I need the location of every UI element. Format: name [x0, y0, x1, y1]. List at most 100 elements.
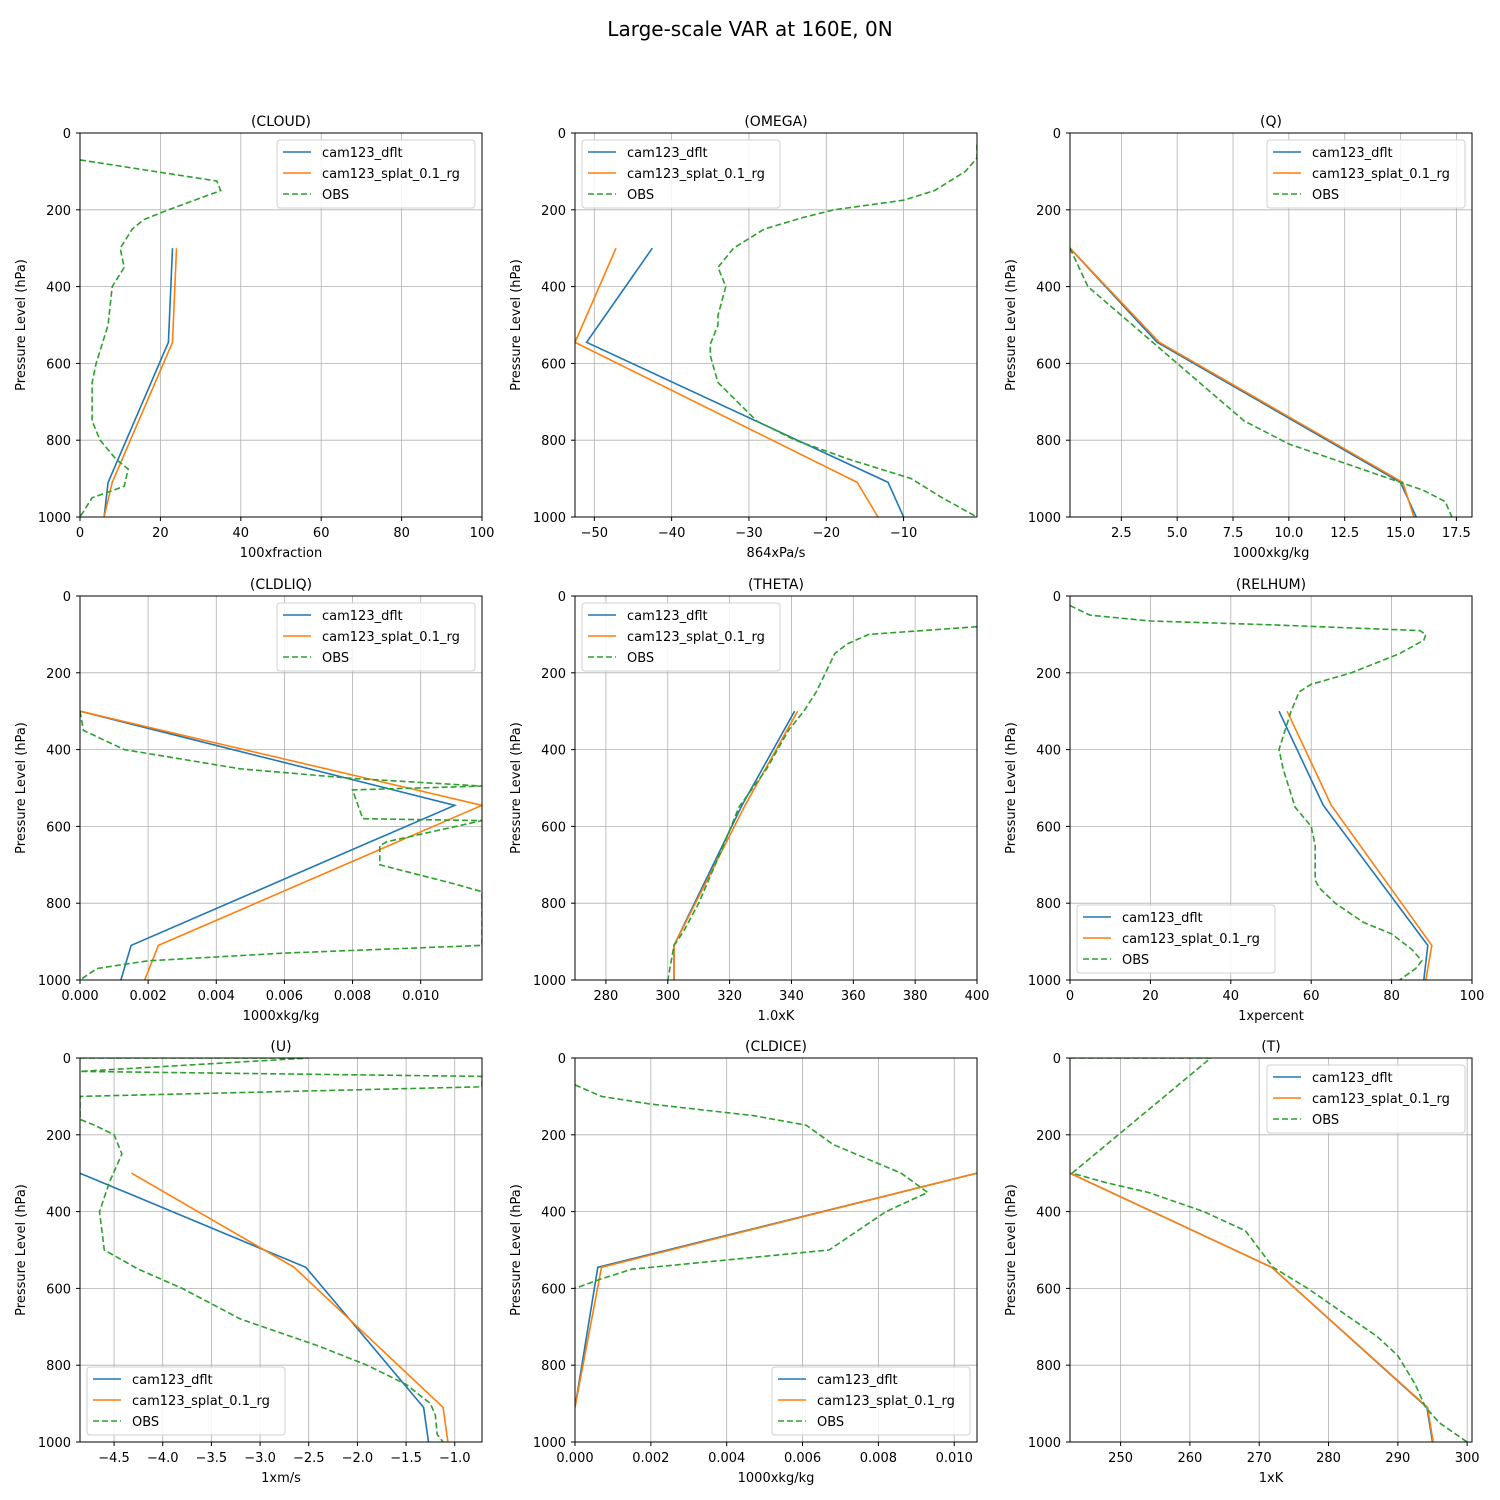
x-tick-label: 20	[152, 526, 169, 541]
subplot-theta: 280 300 320 340 360 380 400 0 200 400 600 800 1000 (T…	[509, 577, 989, 1024]
legend-label: cam123_splat_0.1_rg	[132, 1394, 270, 1409]
y-tick-label: 800	[46, 434, 71, 449]
y-tick-label: 600	[1036, 357, 1061, 372]
x-tick-label: 0.002	[130, 989, 167, 1004]
plot-frame	[574, 595, 978, 981]
x-axis-label: 1xpercent	[1238, 1009, 1304, 1024]
plot-frame	[79, 595, 483, 981]
subplot-relhum: 0 20 40 60 80 10002004006008001000(RELHUM)1xp…	[1004, 577, 1484, 1024]
x-tick-label: 0.010	[402, 989, 439, 1004]
subplot-cldliq: 0.000 0.002 0.004 0.006 0.008 0.010 0 200 400 600…	[14, 577, 483, 1024]
x-tick-label: 100	[470, 526, 495, 541]
x-tick-label: 360	[841, 989, 866, 1004]
y-axis-label: Pressure Level (hPa)	[14, 1184, 29, 1316]
legend-label: OBS	[1312, 1113, 1339, 1128]
x-axis-label: 864xPa/s	[747, 546, 806, 561]
legend: cam123_dflt cam123_splat_0.1_rg OBS	[86, 1366, 286, 1436]
series-line-OBS	[80, 159, 222, 517]
subplot-cloud: 0 20 40 60 80 10002004006008001000(CLOUD)100x…	[14, 114, 494, 561]
y-tick-label: 1000	[38, 511, 71, 526]
x-tick-label: 400	[965, 989, 990, 1004]
subplot-title: (RELHUM)	[1236, 577, 1306, 593]
y-tick-label: 200	[541, 667, 566, 682]
legend-box	[86, 1366, 286, 1436]
legend-label: cam123_splat_0.1_rg	[1122, 932, 1260, 947]
x-tick-label: 60	[313, 526, 330, 541]
x-tick-label: −1.5	[390, 1451, 422, 1466]
y-tick-label: 800	[541, 1359, 566, 1374]
legend-label: cam123_splat_0.1_rg	[817, 1394, 955, 1409]
subplot-title: (T)	[1261, 1039, 1280, 1055]
x-axis-label: 100xfraction	[240, 546, 322, 561]
legend: cam123_dflt cam123_splat_0.1_rg OBS	[276, 602, 476, 672]
plot-frame	[574, 132, 978, 518]
legend-label: cam123_dflt	[627, 609, 708, 624]
legend-label: OBS	[1312, 188, 1339, 203]
series-line-OBS	[1070, 1058, 1468, 1442]
x-tick-label: 0	[76, 526, 84, 541]
y-axis-label: Pressure Level (hPa)	[509, 722, 524, 854]
subplot-q: 2.5 5.0 7.5 10.0 12.5 15.0 17.5 0 200 400 600 800 10…	[1004, 114, 1473, 561]
x-tick-label: 0.008	[334, 989, 371, 1004]
y-tick-label: 0	[1053, 590, 1061, 605]
legend-box	[1266, 1064, 1466, 1134]
y-tick-label: 200	[1036, 204, 1061, 219]
y-tick-label: 600	[1036, 1282, 1061, 1297]
x-tick-label: 0	[1066, 989, 1074, 1004]
subplot-cldice: 0.000 0.002 0.004 0.006 0.008 0.010 0 200 400 600…	[509, 1039, 978, 1486]
legend-box	[771, 1366, 971, 1436]
y-tick-label: 200	[46, 1129, 71, 1144]
series-line-cam123_dflt	[585, 247, 905, 517]
legend-label: cam123_dflt	[1312, 1071, 1393, 1086]
series-line-cam123_dflt	[1278, 710, 1429, 980]
subplot-title: (OMEGA)	[744, 114, 807, 130]
y-tick-label: 0	[63, 1052, 71, 1067]
x-tick-label: −1.0	[439, 1451, 471, 1466]
x-tick-label: 60	[1303, 989, 1320, 1004]
legend-label: cam123_dflt	[132, 1373, 213, 1388]
x-tick-label: 0.002	[632, 1451, 669, 1466]
x-tick-label: 340	[779, 989, 804, 1004]
series-line-cam123_splat_0.1_rg	[1070, 1172, 1434, 1442]
y-tick-label: 0	[63, 590, 71, 605]
y-tick-label: 600	[46, 1282, 71, 1297]
series-line-OBS	[80, 711, 482, 980]
series-line-cam123_splat_0.1_rg	[575, 1172, 977, 1408]
x-tick-label: 0.008	[860, 1451, 897, 1466]
legend-label: OBS	[627, 188, 654, 203]
x-tick-label: 0.004	[708, 1451, 745, 1466]
y-tick-label: 800	[1036, 434, 1061, 449]
x-tick-label: 80	[393, 526, 410, 541]
y-tick-label: 600	[46, 820, 71, 835]
legend-label: OBS	[132, 1415, 159, 1430]
x-tick-label: 0.006	[266, 989, 303, 1004]
y-axis-label: Pressure Level (hPa)	[1004, 722, 1019, 854]
legend-label: cam123_dflt	[322, 146, 403, 161]
y-tick-label: 400	[46, 1206, 71, 1221]
x-tick-label: −2.0	[342, 1451, 374, 1466]
subplot-u: −4.5 −4.0 −3.5 −3.0 −2.5 −2.0 −1.5 −1.0 0 200 400 6…	[14, 1039, 483, 1486]
subplot-grid: 0 20 40 60 80 10002004006008001000(CLOUD)100x…	[14, 114, 1484, 1486]
plot-frame	[79, 132, 483, 518]
x-tick-label: −20	[813, 526, 840, 541]
x-tick-label: −10	[890, 526, 917, 541]
y-tick-label: 600	[541, 357, 566, 372]
y-axis-label: Pressure Level (hPa)	[14, 722, 29, 854]
x-tick-label: −2.5	[293, 1451, 325, 1466]
series-line-OBS	[575, 1084, 930, 1290]
subplot-omega: −50 −40 −30 −20 −10 0 200 400 600 800 1000 (OMEGA) 8…	[509, 114, 978, 561]
series-line-cam123_splat_0.1_rg	[1070, 247, 1415, 517]
legend-label: cam123_dflt	[1122, 911, 1203, 926]
subplot-t: 250 260 270 280 290 300 0 200 400 600 800 1000 (T) 1x…	[1004, 1039, 1480, 1486]
series-line-cam123_splat_0.1_rg	[673, 710, 799, 980]
y-tick-label: 1000	[1028, 974, 1061, 989]
x-tick-label: 0.000	[61, 989, 98, 1004]
x-tick-label: 300	[1455, 1451, 1480, 1466]
legend-label: OBS	[1122, 953, 1149, 968]
subplot-title: (CLOUD)	[251, 114, 311, 130]
series-line-OBS	[80, 1058, 482, 1442]
legend: cam123_dflt cam123_splat_0.1_rg OBS	[1076, 904, 1276, 974]
y-tick-label: 200	[541, 1129, 566, 1144]
y-tick-label: 400	[1036, 1206, 1061, 1221]
x-tick-label: 0.010	[936, 1451, 973, 1466]
